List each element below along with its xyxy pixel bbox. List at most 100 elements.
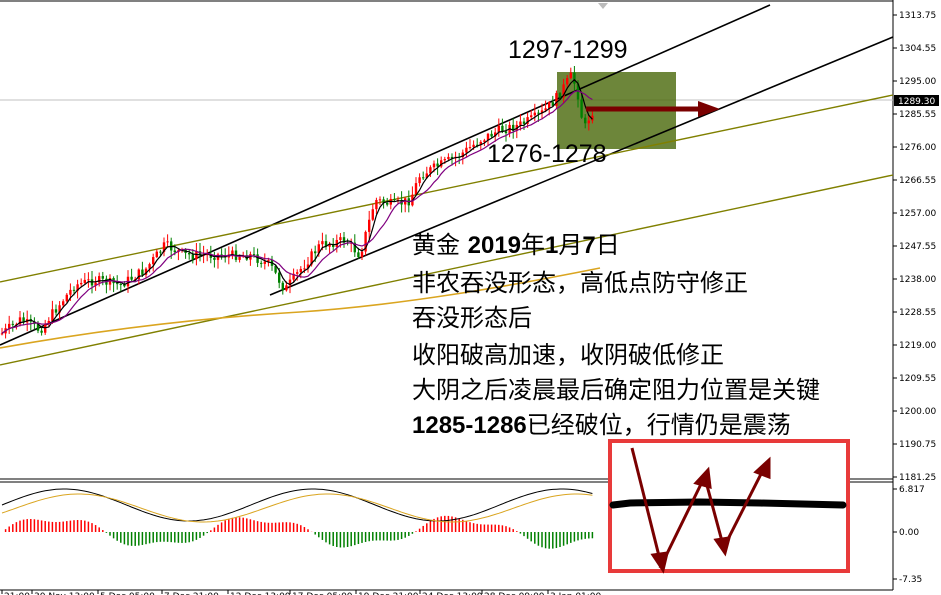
candle-body (267, 260, 270, 262)
candle-body (278, 272, 281, 283)
candle-body (501, 125, 504, 132)
candle-body (371, 209, 374, 220)
candle-body (479, 141, 482, 145)
candle-body (551, 102, 554, 106)
candle-body (72, 289, 76, 291)
candle-body (476, 144, 479, 146)
slow-moving-average (1, 90, 593, 334)
candle-body (252, 254, 256, 256)
candle-body (573, 72, 576, 84)
candle-body (65, 294, 68, 302)
time-tick-label: 17 Dec 05:00 (292, 592, 353, 595)
price-tick-label: 1295.00 (899, 77, 936, 87)
candle-body (422, 177, 425, 179)
candle-body (443, 159, 446, 161)
candle-body (591, 115, 594, 121)
price-tick-label: 1247.55 (899, 242, 936, 252)
candle-body (580, 99, 583, 118)
indicator-line-2 (1, 493, 593, 523)
candle-body (40, 330, 43, 333)
candle-body (436, 163, 439, 167)
price-axis: 1313.75 1304.55 1295.00 1285.55 1276.00 1266.… (893, 11, 936, 483)
price-tick-label: 1181.25 (899, 473, 936, 483)
pattern-flat-line (609, 498, 847, 509)
candle-body (461, 152, 464, 158)
candle-body (504, 131, 508, 134)
candle-body (526, 117, 529, 124)
candle-body (137, 269, 140, 280)
candle-body (339, 237, 342, 240)
price-tick-label: 1285.55 (899, 110, 936, 120)
candle-body (54, 309, 58, 313)
candle-body (569, 72, 572, 79)
candle-body (472, 144, 475, 148)
current-price-marker (894, 95, 939, 106)
candle-body (440, 160, 443, 167)
price-tick-label: 1276.00 (899, 143, 936, 153)
price-tick-label: 1257.00 (899, 209, 936, 219)
candle-body (537, 112, 540, 114)
candle-body (238, 256, 241, 260)
annotation-line-6: 1285-1286已经破位，行情仍是震荡 (412, 411, 791, 439)
candle-body (332, 243, 335, 247)
candle-body (429, 167, 432, 174)
candle-body (94, 282, 97, 286)
indicator-histogram (4, 515, 594, 549)
pattern-arrows (630, 447, 771, 574)
candle-body (317, 244, 320, 254)
candle-body (98, 276, 101, 283)
candle-body (296, 272, 299, 274)
candle-body (188, 253, 191, 255)
chart-shift-marker-icon[interactable] (598, 3, 608, 9)
candle-body (584, 117, 587, 124)
price-tick-label: 1219.00 (899, 341, 936, 351)
candle-body (206, 254, 209, 256)
annotation-line-2: 非农吞没形态，高低点防守修正 (412, 269, 748, 297)
candle-body (321, 241, 324, 245)
candle-body (310, 251, 313, 265)
candle-body (159, 251, 162, 253)
candle-body (468, 147, 472, 149)
indicator-tick-label: 6.817 (899, 485, 925, 495)
candle-body (8, 323, 11, 329)
time-tick-label: 12 Dec 13:00 (230, 592, 291, 595)
candle-body (281, 282, 284, 291)
candle-body (263, 261, 266, 264)
time-tick-label: 21:00 (4, 592, 30, 595)
candle-body (166, 241, 169, 243)
candle-body (432, 163, 436, 168)
candle-body (465, 147, 468, 153)
candle-body (191, 254, 194, 260)
candle-body (522, 121, 526, 124)
candle-body (483, 140, 486, 142)
candle-body (486, 133, 490, 141)
arrowhead-right-icon (698, 101, 720, 117)
candle-body (11, 323, 14, 325)
time-tick-label: 24 Dec 13:00 (422, 592, 483, 595)
trend-line-1 (0, 94, 894, 283)
price-tick-label: 1228.55 (899, 308, 936, 318)
candle-body (18, 317, 22, 325)
candle-body (62, 301, 65, 306)
candle-body (162, 242, 166, 252)
candle-body (155, 251, 158, 258)
candle-body (490, 133, 493, 137)
candle-body (303, 268, 306, 270)
candle-body (540, 110, 544, 114)
indicator-axis: 6.817 0.00 -7.35 (893, 485, 925, 585)
time-axis: 21:00 30 Nov 13:00 5 Dec 05:00 7 Dec 21:00 1… (1, 590, 602, 595)
candle-body (170, 241, 173, 251)
long-moving-average (0, 267, 601, 349)
candle-body (558, 93, 562, 98)
candle-body (292, 273, 295, 280)
candle-body (260, 262, 263, 264)
candle-body (80, 282, 83, 285)
candle-body (220, 254, 223, 256)
indicator-line-1 (1, 488, 593, 522)
candle-body (69, 289, 72, 295)
candle-body (450, 156, 454, 159)
price-tick-label: 1238.00 (899, 275, 936, 285)
candle-body (386, 202, 389, 205)
candle-body (87, 279, 90, 281)
